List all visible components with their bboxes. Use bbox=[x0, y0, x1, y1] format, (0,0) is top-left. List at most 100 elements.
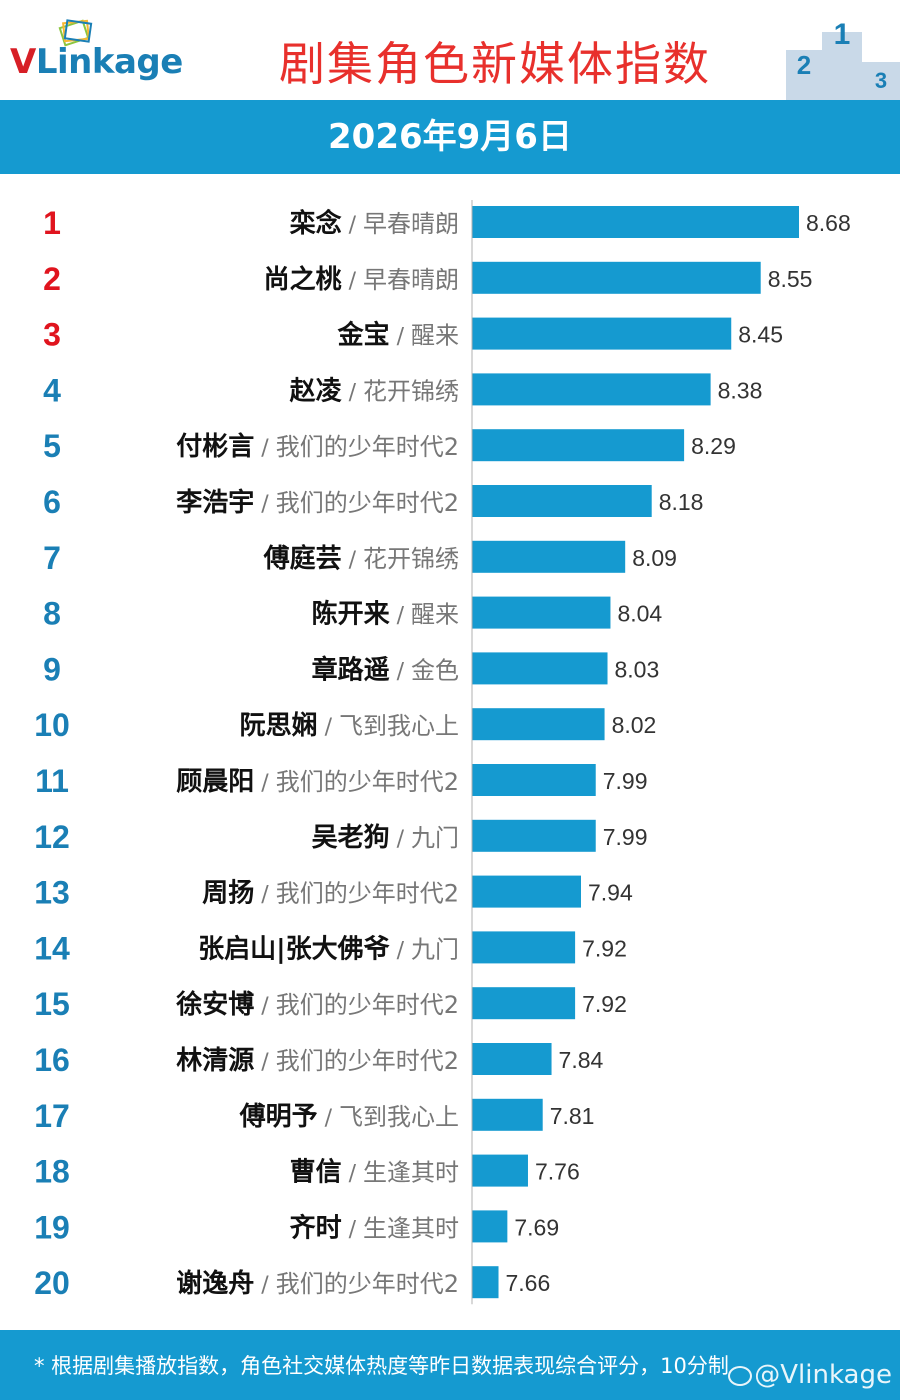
label-separator: / bbox=[390, 604, 411, 629]
label-separator: / bbox=[390, 325, 411, 350]
show-name: 我们的少年时代2 bbox=[276, 433, 459, 461]
bar-value-label: 7.76 bbox=[535, 1159, 580, 1185]
bar-value-label: 8.03 bbox=[615, 656, 660, 682]
rank-number: 20 bbox=[34, 1265, 70, 1301]
label-separator: / bbox=[390, 659, 411, 684]
character-label: 谢逸舟 / 我们的少年时代2 bbox=[176, 1268, 459, 1299]
character-name: 栾念 bbox=[289, 208, 342, 239]
bar bbox=[472, 819, 596, 852]
character-label: 傅庭芸 / 花开锦绣 bbox=[263, 543, 459, 574]
footnote: * 根据剧集播放指数，角色社交媒体热度等昨日数据表现综合评分，10分制 bbox=[34, 1354, 729, 1378]
bar-value-label: 8.45 bbox=[738, 322, 783, 348]
bar-value-label: 7.99 bbox=[603, 768, 648, 794]
show-name: 我们的少年时代2 bbox=[276, 1047, 459, 1075]
character-label: 金宝 / 醒来 bbox=[337, 320, 459, 351]
bar-value-label: 7.94 bbox=[588, 880, 633, 906]
rank-number: 17 bbox=[34, 1098, 70, 1134]
character-label: 吴老狗 / 九门 bbox=[312, 823, 459, 853]
character-label: 栾念 / 早春晴朗 bbox=[289, 208, 459, 239]
character-name: 傅明予 bbox=[239, 1102, 318, 1132]
bar-value-label: 8.55 bbox=[768, 266, 813, 292]
rank-number: 15 bbox=[34, 986, 70, 1022]
character-label: 周扬 / 我们的少年时代2 bbox=[202, 879, 459, 909]
character-label: 尚之桃 / 早春晴朗 bbox=[264, 264, 459, 295]
svg-text:1: 1 bbox=[834, 18, 851, 51]
label-separator: / bbox=[342, 548, 363, 573]
date-banner: 2026年9月6日 bbox=[0, 100, 900, 174]
show-name: 醒来 bbox=[411, 601, 459, 629]
bar bbox=[472, 1266, 499, 1299]
rank-number: 16 bbox=[34, 1042, 70, 1078]
page-title: 剧集角色新媒体指数 bbox=[279, 37, 711, 91]
brand-logo: VLinkage bbox=[10, 42, 183, 82]
rank-number: 4 bbox=[43, 372, 61, 408]
character-label: 阮思娴 / 飞到我心上 bbox=[240, 711, 459, 741]
rank-number: 18 bbox=[34, 1154, 70, 1190]
rank-number: 9 bbox=[43, 651, 61, 687]
logo-cards-icon bbox=[58, 19, 93, 47]
character-label: 章路遥 / 金色 bbox=[312, 654, 459, 685]
character-label: 李浩宇 / 我们的少年时代2 bbox=[175, 488, 459, 518]
rank-number: 13 bbox=[34, 875, 70, 911]
svg-text:3: 3 bbox=[875, 68, 887, 93]
character-label: 齐时 / 生逢其时 bbox=[290, 1212, 459, 1243]
show-name: 飞到我心上 bbox=[339, 712, 459, 740]
rank-number: 1 bbox=[43, 205, 61, 241]
character-name: 赵凌 bbox=[289, 376, 343, 406]
show-name: 我们的少年时代2 bbox=[276, 489, 459, 517]
bar-value-label: 7.69 bbox=[514, 1214, 559, 1240]
bar-value-label: 7.84 bbox=[559, 1047, 604, 1073]
show-name: 早春晴朗 bbox=[363, 266, 459, 294]
label-separator: / bbox=[254, 1050, 275, 1075]
rank-number: 12 bbox=[34, 819, 70, 855]
show-name: 我们的少年时代2 bbox=[276, 880, 459, 908]
bar bbox=[472, 652, 608, 685]
label-separator: / bbox=[342, 269, 363, 294]
rank-number: 5 bbox=[43, 428, 61, 464]
show-name: 醒来 bbox=[411, 322, 459, 350]
ranking-chart-svg: 1 栾念 / 早春晴朗 8.68 2 尚之桃 / 早春晴朗 8.55 3 金宝 / 醒来 8.4… bbox=[34, 200, 851, 1305]
rank-number: 10 bbox=[34, 707, 70, 743]
show-name: 九门 bbox=[411, 935, 459, 963]
rank-number: 14 bbox=[34, 930, 70, 966]
character-name: 吴老狗 bbox=[312, 823, 390, 853]
label-separator: / bbox=[254, 883, 275, 908]
bar bbox=[472, 596, 611, 629]
character-label: 赵凌 / 花开锦绣 bbox=[289, 376, 459, 406]
character-name: 林清源 bbox=[176, 1046, 254, 1076]
bar bbox=[472, 373, 711, 406]
bar bbox=[472, 764, 596, 796]
character-label: 张启山|张大佛爷 / 九门 bbox=[198, 933, 459, 964]
show-name: 我们的少年时代2 bbox=[276, 1270, 459, 1298]
svg-text:2: 2 bbox=[797, 50, 811, 80]
bar-value-label: 7.99 bbox=[603, 824, 648, 850]
bar-value-label: 8.18 bbox=[659, 489, 704, 515]
character-name: 陈开来 bbox=[312, 599, 391, 630]
character-name: 周扬 bbox=[202, 879, 254, 909]
character-name: 金宝 bbox=[337, 320, 390, 351]
character-name: 章路遥 bbox=[312, 654, 390, 685]
bar bbox=[472, 485, 652, 517]
label-separator: / bbox=[254, 771, 275, 796]
bar bbox=[472, 1210, 508, 1243]
bar bbox=[472, 429, 685, 462]
character-name: 傅庭芸 bbox=[263, 543, 342, 574]
character-name: 张启山|张大佛爷 bbox=[198, 933, 390, 964]
label-separator: / bbox=[318, 1106, 339, 1131]
label-separator: / bbox=[342, 213, 363, 238]
character-name: 谢逸舟 bbox=[176, 1268, 254, 1299]
bar bbox=[472, 261, 761, 294]
character-name: 李浩宇 bbox=[175, 488, 254, 518]
show-name: 飞到我心上 bbox=[339, 1103, 459, 1131]
bar bbox=[472, 206, 799, 238]
show-name: 花开锦绣 bbox=[363, 545, 459, 573]
rank-number: 8 bbox=[43, 596, 61, 632]
character-label: 傅明予 / 飞到我心上 bbox=[239, 1102, 459, 1132]
bar-value-label: 8.04 bbox=[617, 601, 662, 627]
bar bbox=[472, 1154, 528, 1187]
label-separator: / bbox=[390, 938, 411, 963]
bar bbox=[472, 875, 581, 908]
bar-value-label: 8.29 bbox=[691, 433, 736, 459]
character-label: 林清源 / 我们的少年时代2 bbox=[176, 1046, 459, 1076]
character-name: 顾晨阳 bbox=[176, 767, 254, 797]
